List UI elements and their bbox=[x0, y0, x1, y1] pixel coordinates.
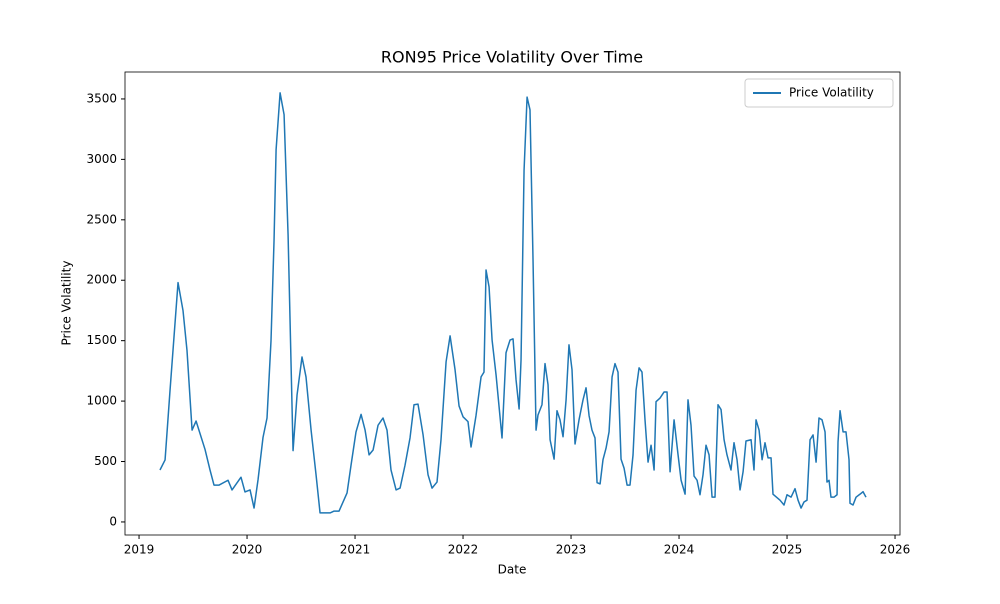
line-series bbox=[159, 92, 867, 514]
y-tick-label: 3500 bbox=[86, 91, 117, 105]
x-tick-label: 2026 bbox=[880, 543, 911, 557]
x-tick-label: 2022 bbox=[448, 543, 479, 557]
x-tick-label: 2024 bbox=[664, 543, 695, 557]
y-tick-label: 2000 bbox=[86, 273, 117, 287]
y-tick-label: 3000 bbox=[86, 152, 117, 166]
legend-label: Price Volatility bbox=[789, 86, 874, 100]
x-tick-label: 2019 bbox=[124, 543, 155, 557]
chart-title: RON95 Price Volatility Over Time bbox=[381, 48, 643, 67]
x-tick-label: 2020 bbox=[232, 543, 263, 557]
x-tick-label: 2025 bbox=[772, 543, 803, 557]
y-tick-label: 2500 bbox=[86, 212, 117, 226]
plot-frame bbox=[124, 71, 901, 536]
x-axis-label: Date bbox=[498, 563, 527, 577]
y-axis-label: Price Volatility bbox=[60, 261, 74, 346]
x-tick-label: 2023 bbox=[556, 543, 587, 557]
y-tick-label: 1000 bbox=[86, 394, 117, 408]
y-tick-label: 0 bbox=[109, 514, 117, 528]
legend-box bbox=[744, 78, 894, 108]
y-tick-label: 500 bbox=[94, 454, 117, 468]
x-tick-label: 2021 bbox=[340, 543, 371, 557]
y-tick-label: 1500 bbox=[86, 333, 117, 347]
